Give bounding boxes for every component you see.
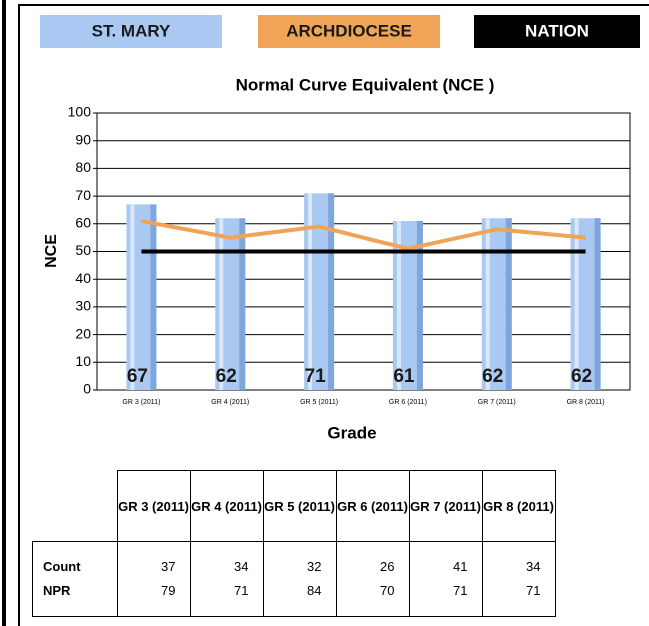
legend-swatch — [258, 15, 440, 48]
header-row: GR 3 (2011) GR 4 (2011) GR 5 (2011) GR 6 (2… — [32, 470, 556, 542]
y-tick-label: 20 — [75, 325, 91, 341]
cell-value: 37 — [161, 559, 176, 574]
cell-value: 41 — [453, 559, 468, 574]
corner-cell — [32, 470, 118, 542]
bar-highlight — [219, 218, 224, 390]
y-tick-label: 100 — [68, 104, 92, 120]
data-cell: 26 70 — [335, 541, 410, 617]
cell-value: 71 — [526, 583, 541, 598]
y-tick-label: 90 — [75, 131, 91, 147]
bar-highlight — [485, 218, 490, 390]
table: GR 3 (2011) GR 4 (2011) GR 5 (2011) GR 6 (2… — [32, 470, 556, 617]
bar-side — [239, 218, 246, 390]
data-label: 61 — [393, 366, 415, 387]
row-label: NPR — [43, 583, 71, 598]
data-cell: 37 79 — [116, 541, 191, 617]
data-label: 62 — [482, 366, 503, 387]
cell-value: 71 — [453, 583, 468, 598]
bar-side — [150, 204, 157, 390]
cell-value: 32 — [307, 559, 322, 574]
legend-swatch — [474, 15, 640, 48]
x-tick-label: GR 4 (2011) — [211, 399, 249, 406]
y-tick-label: 50 — [75, 242, 91, 258]
legend-label: ARCHDIOCESE — [286, 21, 412, 40]
y-tick-label: 30 — [75, 298, 91, 314]
y-tick-label: 10 — [75, 353, 91, 369]
y-tick-label: 60 — [75, 215, 91, 231]
x-tick-label: GR 6 (2011) — [389, 399, 427, 406]
bar-highlight — [396, 221, 401, 390]
y-tick-label: 80 — [75, 159, 91, 175]
frame-edge — [2, 0, 6, 626]
x-tick-label: GR 7 (2011) — [478, 399, 516, 406]
x-tick-label: GR 5 (2011) — [300, 399, 338, 406]
chart-title: Normal Curve Equivalent (NCE ) — [236, 75, 495, 94]
cell-value: 70 — [380, 583, 395, 598]
data-row: Count NPR 37 79 34 71 32 84 26 70 41 71 34 71 — [32, 541, 556, 617]
bar-side — [328, 193, 335, 390]
bar-highlight — [130, 204, 135, 390]
data-label: 62 — [216, 366, 237, 387]
cell-value: 34 — [526, 559, 541, 574]
line — [141, 219, 586, 251]
header-cell: GR 3 (2011) — [116, 470, 191, 542]
bar-side — [594, 218, 601, 390]
cell-value: 79 — [161, 583, 176, 598]
data-cell: 34 71 — [481, 541, 556, 617]
legend-label: ST. MARY — [92, 21, 171, 40]
header-cell: GR 6 (2011) — [335, 470, 410, 542]
data-cell: 41 71 — [408, 541, 483, 617]
header-cell: GR 5 (2011) — [262, 470, 337, 542]
frame — [18, 4, 649, 626]
row-label: Count — [43, 559, 81, 574]
bar-side — [416, 221, 423, 390]
x-axis-label: Grade — [327, 423, 376, 442]
x-tick-label: GR 3 (2011) — [122, 399, 160, 406]
bar-highlight — [574, 218, 579, 390]
data-cell: 32 84 — [262, 541, 337, 617]
y-tick-label: 70 — [75, 187, 91, 203]
data-cell: 34 71 — [189, 541, 264, 617]
x-tick-label: GR 8 (2011) — [567, 399, 605, 406]
y-axis-label: NCE — [43, 234, 60, 268]
row-label-cell: Count NPR — [32, 541, 118, 617]
legend-label: NATION — [525, 21, 589, 40]
cell-value: 71 — [234, 583, 249, 598]
bar-side — [505, 218, 512, 390]
header-cell: GR 7 (2011) — [408, 470, 483, 542]
y-tick-label: 0 — [83, 381, 91, 397]
data-label: 71 — [305, 366, 327, 387]
legend-swatch — [40, 15, 222, 48]
cell-value: 34 — [234, 559, 249, 574]
data-label: 62 — [571, 366, 592, 387]
header-cell: GR 4 (2011) — [189, 470, 264, 542]
cell-value: 84 — [307, 583, 322, 598]
data-label: 67 — [127, 366, 148, 387]
cell-value: 26 — [380, 559, 395, 574]
header-cell: GR 8 (2011) — [481, 470, 556, 542]
y-tick-label: 40 — [75, 270, 91, 286]
bar-highlight — [308, 193, 313, 390]
